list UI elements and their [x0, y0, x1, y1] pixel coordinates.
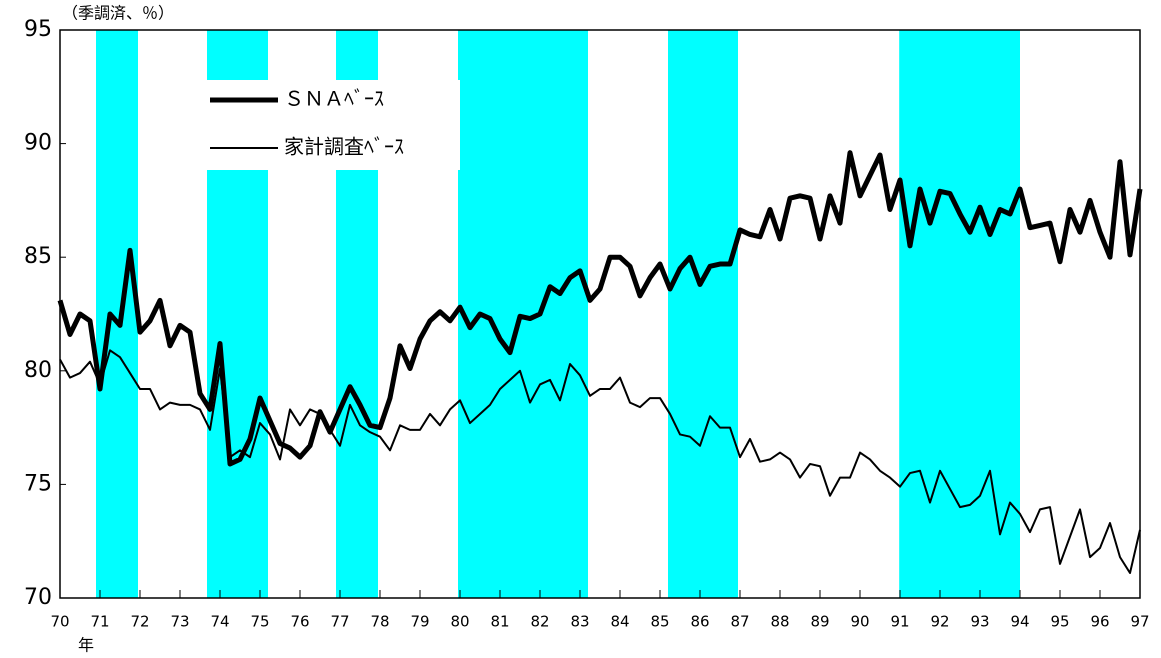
x-tick-label: 82	[530, 613, 549, 631]
x-tick-label: 95	[1050, 613, 1069, 631]
x-tick-label: 73	[170, 613, 189, 631]
legend-box	[207, 80, 460, 170]
series-line	[59, 349, 1141, 575]
x-tick-label: 91	[890, 613, 909, 631]
legend-label: 家計調査ﾍﾞｰｽ	[284, 135, 404, 159]
y-tick-label: 70	[24, 585, 52, 610]
plot-frame	[59, 29, 1141, 599]
shaded-period	[96, 30, 138, 598]
x-tick-label: 74	[210, 613, 229, 631]
legend: ＳＮＡﾍﾞｰｽ 家計調査ﾍﾞｰｽ	[207, 80, 460, 170]
x-tick-label: 89	[810, 613, 829, 631]
x-tick-label: 77	[330, 613, 349, 631]
x-tick-label: 93	[970, 613, 989, 631]
x-tick-label: 78	[370, 613, 389, 631]
x-tick-label: 87	[730, 613, 749, 631]
x-tick-label: 70	[50, 613, 69, 631]
x-axis-label: 年	[78, 636, 94, 655]
y-unit-label: （季調済、％）	[62, 4, 174, 23]
x-tick-label: 81	[490, 613, 509, 631]
y-tick-label: 85	[24, 244, 52, 269]
x-tick-label: 84	[610, 613, 629, 631]
shaded-period	[668, 30, 738, 598]
series-line	[57, 150, 1143, 467]
x-tick-label: 97	[1130, 613, 1149, 631]
legend-label: ＳＮＡﾍﾞｰｽ	[284, 87, 384, 111]
x-tick-label: 76	[290, 613, 309, 631]
x-tick-label: 94	[1010, 613, 1029, 631]
shaded-period	[899, 30, 1020, 598]
y-tick-label: 90	[24, 131, 52, 156]
x-tick-label: 79	[410, 613, 429, 631]
x-tick-label: 85	[650, 613, 669, 631]
x-tick-label: 83	[570, 613, 589, 631]
x-tick-label: 96	[1090, 613, 1109, 631]
x-tick-label: 80	[450, 613, 469, 631]
x-tick-label: 90	[850, 613, 869, 631]
x-tick-label: 75	[250, 613, 269, 631]
y-tick-label: 80	[24, 358, 52, 383]
x-tick-label: 72	[130, 613, 149, 631]
y-tick-label: 95	[24, 17, 52, 42]
x-tick-label: 86	[690, 613, 709, 631]
x-tick-label: 88	[770, 613, 789, 631]
y-tick-label: 75	[24, 471, 52, 496]
x-tick-label: 71	[90, 613, 109, 631]
x-tick-label: 92	[930, 613, 949, 631]
